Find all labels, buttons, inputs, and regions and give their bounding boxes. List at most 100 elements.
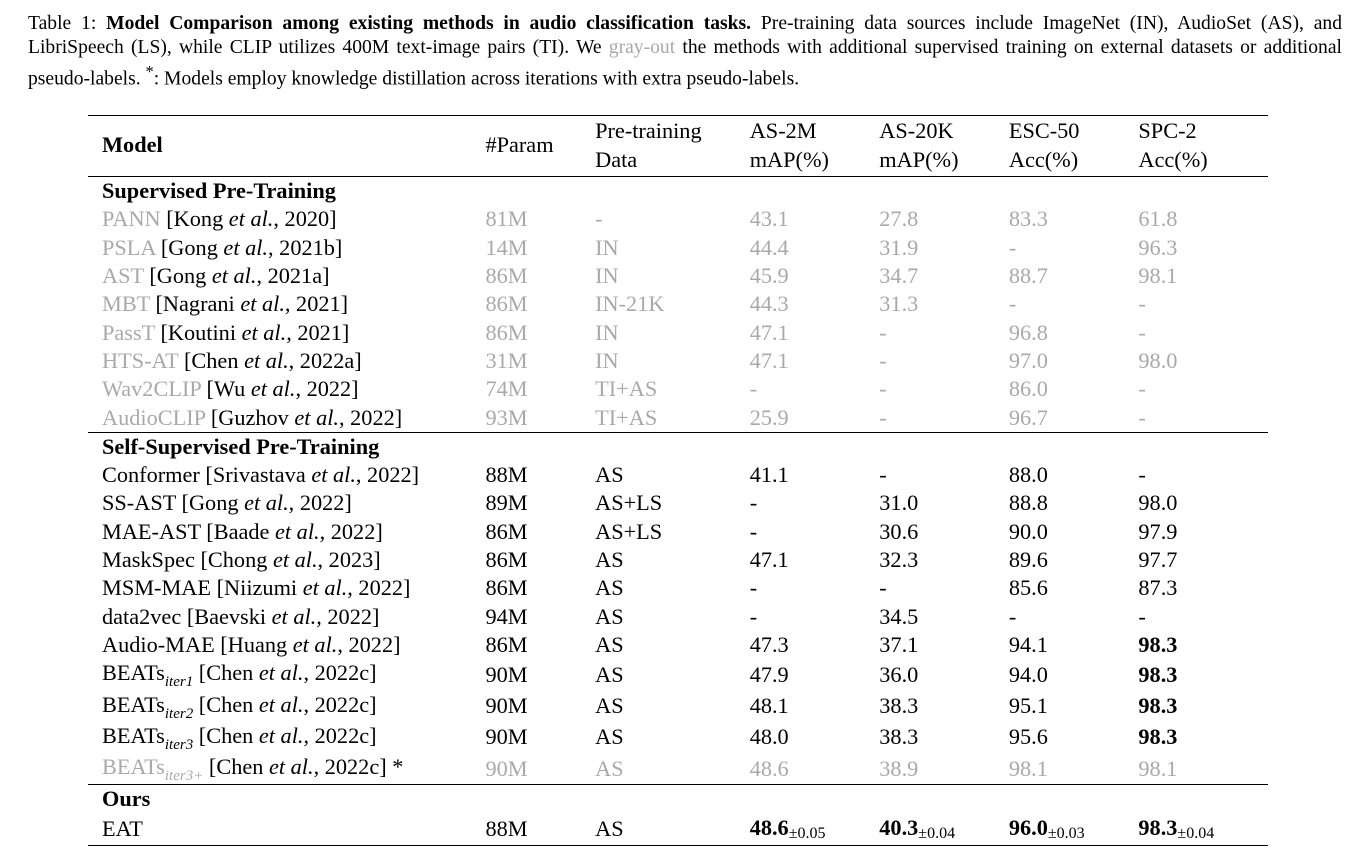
cell-esc50-value: 83.3 [1008,206,1048,232]
cell-param: 86M [485,262,595,290]
cell-data: AS [595,722,750,753]
table-row: AudioCLIP [Guzhov et al., 2022] 93M TI+AS 2… [88,404,1268,433]
model-reference: [Guzhov et al., 2022] [211,405,402,430]
cell-model: HTS-AT [Chen et al., 2022a] [88,347,485,375]
model-name: BEATs [102,691,165,717]
cell-data-value: - [595,206,603,232]
model-name: MaskSpec [102,547,195,573]
cell-as2m: 43.1 [750,205,880,233]
model-name: PSLA [102,234,156,260]
ref-year: , 2022a] [288,347,362,373]
header-pretraining-data: Pre-training Data [595,114,750,178]
cell-data: AS [595,813,750,847]
cell-esc50: - [1009,290,1139,318]
ref-author: [Chen [208,754,269,780]
model-name: Wav2CLIP [102,376,201,402]
cell-esc50: 88.7 [1009,262,1139,290]
cell-as2m: 45.9 [750,262,880,290]
model-reference: [Niizumi et al., 2022] [217,575,411,600]
cell-model: data2vec [Baevski et al., 2022] [88,603,485,631]
cell-model: BEATsiter1 [Chen et al., 2022c] [88,659,485,690]
ref-year: , 2022] [337,631,401,657]
cell-spc2: - [1138,290,1268,318]
cell-data-value: AS [595,724,624,750]
ref-author: [Chong [200,547,273,573]
cell-as20k-value: 31.9 [879,234,919,260]
cell-spc2: 98.3 [1138,722,1268,753]
cell-spc2-value: - [1138,291,1146,317]
ref-etal: et al. [250,376,296,402]
cell-param: 86M [485,290,595,318]
cell-data: IN [595,347,750,375]
cell-spc2: - [1138,603,1268,631]
cell-esc50: 89.6 [1009,546,1139,574]
model-name: MBT [102,291,150,317]
cell-as2m-value: 47.9 [749,661,789,687]
cell-esc50-value: 98.1 [1008,755,1048,781]
cell-as20k: 37.1 [879,631,1009,659]
cell-as2m-std: ±0.05 [788,824,826,842]
ref-author: [Srivastava [205,462,312,488]
table-row: AST [Gong et al., 2021a] 86M IN 45.9 34.7 88.… [88,262,1268,290]
cell-model: BEATsiter3 [Chen et al., 2022c] [88,722,485,753]
table-row: HTS-AT [Chen et al., 2022a] 31M IN 47.1-97.… [88,347,1268,375]
cell-as20k-value: - [879,347,887,373]
ref-etal: et al. [258,722,304,748]
model-name: PANN [102,206,161,232]
ref-year: , 2022] [295,376,359,402]
model-name: SS-AST [102,490,176,516]
cell-esc50-value: 95.6 [1008,724,1048,750]
table-row: PSLA [Gong et al., 2021b] 14M IN 44.4 31.9-9… [88,234,1268,262]
cell-spc2: 98.1 [1138,753,1268,785]
cell-as20k: 32.3 [879,546,1009,574]
cell-as20k: 30.6 [879,518,1009,546]
cell-spc2: 98.0 [1138,489,1268,517]
table-row: SS-AST [Gong et al., 2022] 89M AS+LS -31.0 8… [88,489,1268,517]
cell-esc50-value: 94.0 [1008,661,1048,687]
header-as2m: AS-2M mAP(%) [749,114,880,178]
cell-model: BEATsiter2 [Chen et al., 2022c] [88,691,485,722]
model-reference: [Gong et al., 2021b] [161,235,342,260]
cell-data-value: AS [595,755,624,781]
ref-star: * [386,754,404,780]
cell-model: Wav2CLIP [Wu et al., 2022] [88,375,485,403]
cell-as20k: 34.5 [879,603,1009,631]
ref-year: , 2022] [319,518,383,544]
ref-etal: et al. [294,404,339,430]
model-name: AST [102,263,144,289]
cell-data: AS [595,603,750,631]
cell-as2m: - [750,375,880,403]
cell-model: Audio-MAE [Huang et al., 2022] [88,631,485,659]
caption-text-1: Pre-training data sources include ImageN… [28,13,1343,58]
model-reference: [Chen et al., 2022c] * [209,754,403,779]
ref-author: [Baevski [186,603,272,629]
table-row: BEATsiter1 [Chen et al., 2022c] 90M AS 47.9… [88,659,1268,690]
header-model: Model [88,114,486,178]
cell-data-value: AS [595,547,624,573]
cell-as20k: 34.7 [879,262,1009,290]
cell-esc50: 98.1 [1009,753,1139,785]
cell-esc50: 85.6 [1009,574,1139,602]
cell-spc2: 98.0 [1138,347,1268,375]
cell-esc50-value: 85.6 [1008,575,1048,601]
section-supervised-label: Supervised Pre-Training [102,178,336,204]
cell-param: 93M [485,404,595,433]
cell-as20k-value: 31.3 [879,291,919,317]
cell-data-value: TI+AS [595,404,658,430]
cell-as2m-value: 48.6 [749,755,789,781]
cell-esc50-value: 89.6 [1008,547,1048,573]
cell-data-value: IN [595,319,619,345]
cell-spc2-value: 98.0 [1138,490,1178,516]
cell-param: 90M [485,691,595,722]
cell-as20k-value: 40.3 [879,814,919,840]
cell-as20k: - [879,574,1009,602]
cell-esc50: - [1009,603,1139,631]
model-name: Conformer [102,462,200,488]
cell-data: AS+LS [595,518,750,546]
cell-esc50: 96.8 [1009,319,1139,347]
cell-data-value: IN [595,234,619,260]
cell-esc50-value: 88.0 [1008,462,1048,488]
table-row: data2vec [Baevski et al., 2022] 94M AS -34.… [88,603,1268,631]
cell-as2m: - [750,574,880,602]
cell-esc50-value: 94.1 [1008,631,1048,657]
